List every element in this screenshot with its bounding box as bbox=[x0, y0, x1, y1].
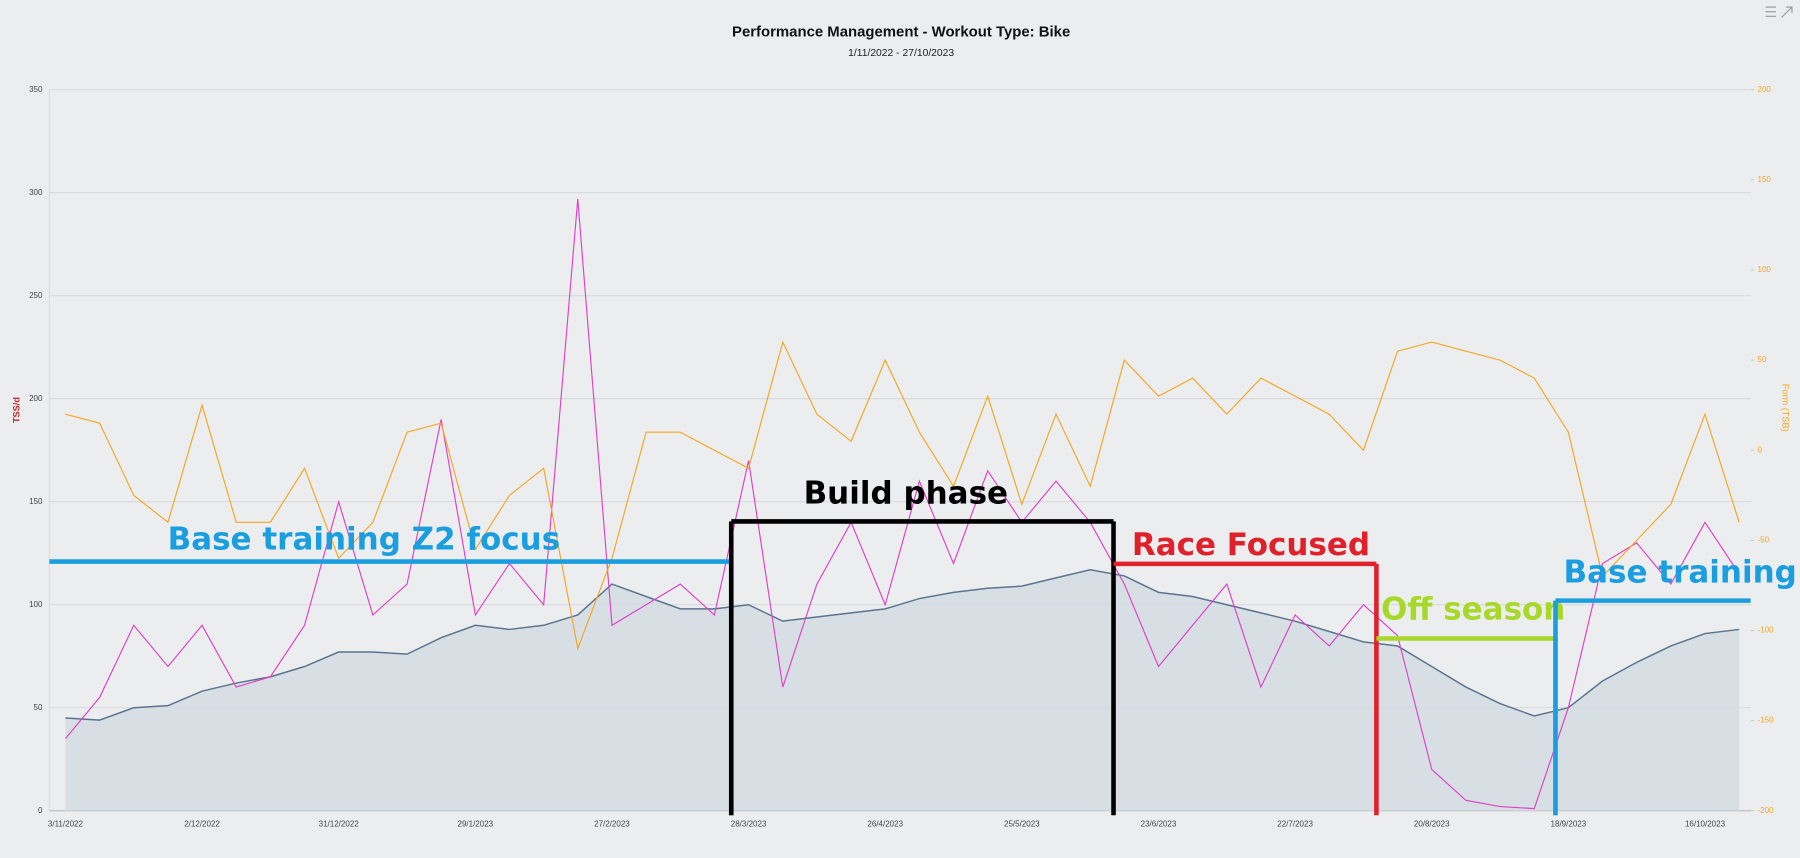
y-axis-label: TSS/d bbox=[12, 397, 22, 423]
y2-tick-label: -150 bbox=[1758, 716, 1775, 725]
x-tick-label: 3/11/2022 bbox=[48, 820, 84, 829]
chart-title: Performance Management - Workout Type: B… bbox=[732, 23, 1070, 40]
y-tick-label: 300 bbox=[29, 188, 43, 197]
annotation-text: Base training Z2 focus bbox=[168, 521, 561, 557]
annotation-text: Build phase bbox=[804, 476, 1009, 512]
line bbox=[64, 198, 1740, 810]
x-tick-label: 26/4/2023 bbox=[867, 820, 903, 829]
expand-icon[interactable] bbox=[1781, 6, 1793, 18]
annotation-text: Off season bbox=[1381, 591, 1565, 627]
chart-subtitle: 1/11/2022 - 27/10/2023 bbox=[848, 48, 954, 59]
annotation-text: Base training bbox=[1564, 555, 1797, 591]
x-tick-label: 20/8/2023 bbox=[1414, 820, 1450, 829]
line bbox=[65, 340, 1740, 651]
x-tick-label: 31/12/2022 bbox=[319, 820, 360, 829]
x-tick-label: 25/5/2023 bbox=[1004, 820, 1040, 829]
y2-axis-label: Form (TSB) bbox=[1781, 384, 1791, 432]
y2-tick-label: 200 bbox=[1758, 85, 1772, 94]
y2-tick-label: -100 bbox=[1758, 626, 1775, 635]
annotation-text: Race Focused bbox=[1132, 527, 1370, 563]
y-tick-label: 100 bbox=[29, 600, 43, 609]
y2-tick-label: -200 bbox=[1758, 806, 1775, 815]
y-tick-label: 350 bbox=[29, 85, 43, 94]
y-tick-label: 50 bbox=[34, 703, 43, 712]
x-tick-label: 23/6/2023 bbox=[1141, 820, 1177, 829]
y2-tick-label: 50 bbox=[1758, 355, 1767, 364]
y2-tick-label: 100 bbox=[1758, 265, 1772, 274]
x-tick-label: 18/9/2023 bbox=[1551, 820, 1587, 829]
y2-tick-label: 0 bbox=[1758, 445, 1763, 454]
line bbox=[65, 568, 1740, 721]
toolbar-icons[interactable] bbox=[1765, 6, 1793, 18]
x-tick-label: 2/12/2022 bbox=[184, 820, 220, 829]
y2-tick-label: -50 bbox=[1758, 535, 1770, 544]
y-tick-label: 0 bbox=[38, 806, 43, 815]
x-tick-label: 22/7/2023 bbox=[1277, 820, 1313, 829]
y2-tick-label: 150 bbox=[1758, 175, 1772, 184]
y-tick-label: 250 bbox=[29, 291, 43, 300]
y-tick-label: 150 bbox=[29, 497, 43, 506]
x-tick-label: 28/3/2023 bbox=[731, 820, 767, 829]
area bbox=[65, 569, 1740, 811]
x-tick-label: 27/2/2023 bbox=[594, 820, 630, 829]
x-tick-label: 16/10/2023 bbox=[1685, 820, 1726, 829]
y-tick-label: 200 bbox=[29, 394, 43, 403]
x-tick-label: 29/1/2023 bbox=[457, 820, 493, 829]
